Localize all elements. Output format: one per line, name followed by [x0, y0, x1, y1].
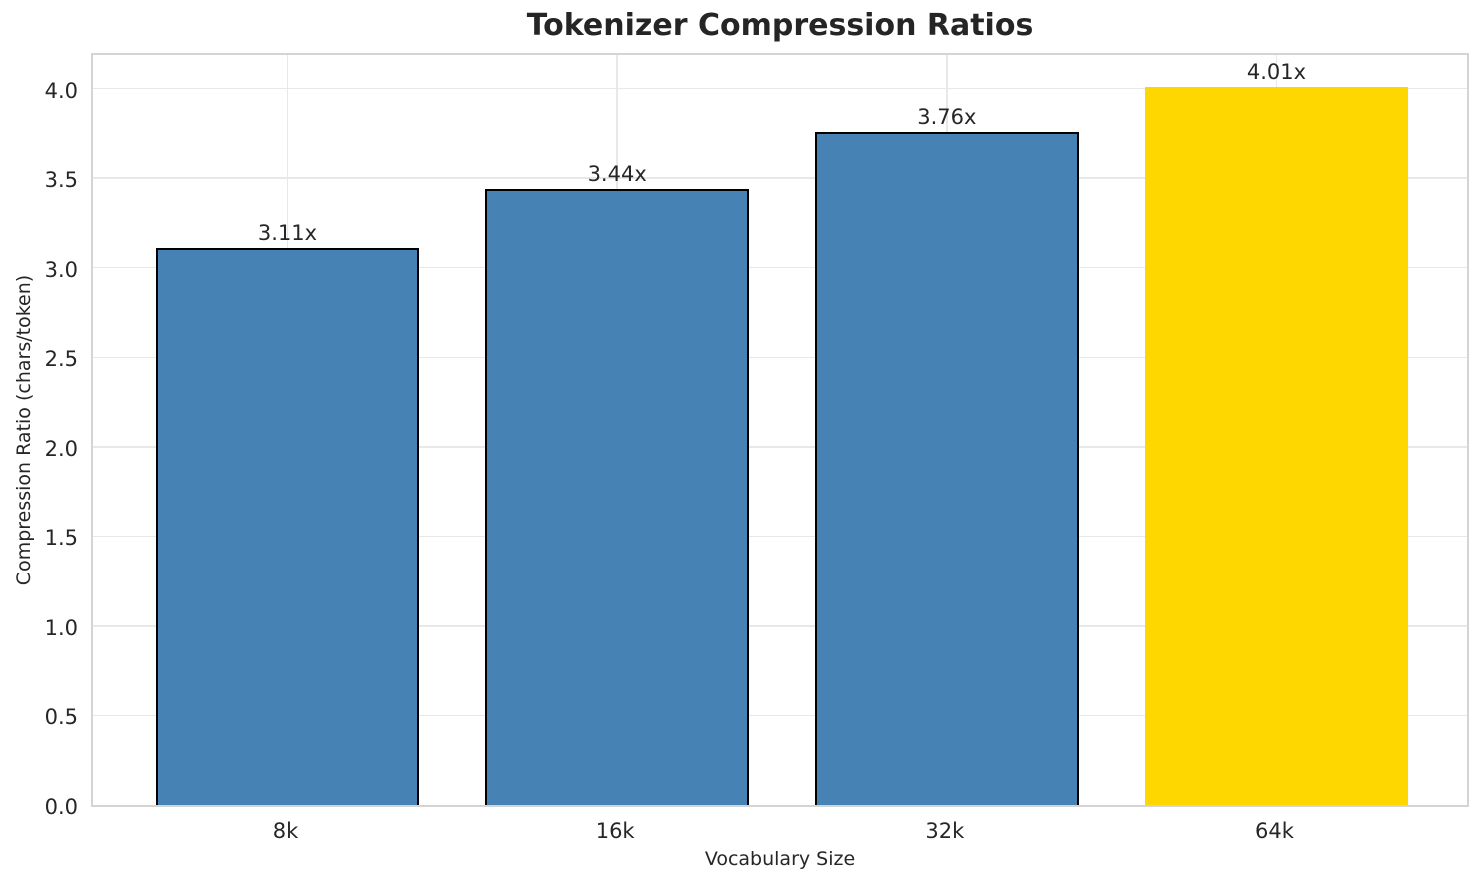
bar-value-label-64k: 4.01x — [1246, 59, 1307, 84]
bar-value-label-16k: 3.44x — [587, 161, 647, 186]
plot-area: 3.11x 3.44x 3.76x 4.01x — [91, 53, 1469, 807]
x-tick-label-8k: 8k — [272, 819, 299, 843]
y-tick-label: 1.5 — [44, 526, 78, 551]
bar-16k — [485, 188, 750, 805]
bar-8k — [155, 248, 420, 805]
horizontal-gridline — [93, 714, 1467, 717]
x-tick-label-64k: 64k — [1255, 819, 1294, 843]
y-tick-label: 2.5 — [44, 347, 78, 372]
horizontal-gridline — [93, 535, 1467, 538]
y-tick-label: 4.0 — [44, 78, 78, 103]
y-tick-label: 3.0 — [44, 257, 78, 282]
bar-32k — [814, 131, 1079, 805]
bars-layer: 3.11x 3.44x 3.76x 4.01x — [93, 55, 1467, 805]
y-tick-label: 3.5 — [44, 168, 78, 193]
y-tick-label: 2.0 — [44, 436, 78, 461]
horizontal-gridline — [93, 446, 1467, 448]
x-tick-label-16k: 16k — [595, 819, 635, 843]
bar-64k — [1144, 86, 1409, 805]
bar-value-label-8k: 3.11x — [257, 221, 318, 245]
x-tick-label-32k: 32k — [925, 819, 965, 843]
horizontal-gridline — [93, 87, 1467, 90]
bar-value-label-32k: 3.76x — [917, 104, 977, 129]
y-tick-label: 0.5 — [44, 705, 78, 730]
chart-title: Tokenizer Compression Ratios — [526, 8, 1034, 43]
x-axis-label: Vocabulary Size — [704, 848, 856, 870]
horizontal-gridline — [93, 177, 1467, 179]
y-axis-label: Compression Ratio (chars/token) — [13, 274, 35, 586]
horizontal-gridline — [93, 356, 1467, 359]
horizontal-gridline — [93, 266, 1467, 269]
horizontal-gridline — [93, 625, 1467, 627]
y-tick-label: 0.0 — [44, 795, 78, 819]
y-tick-label: 1.0 — [44, 615, 78, 640]
